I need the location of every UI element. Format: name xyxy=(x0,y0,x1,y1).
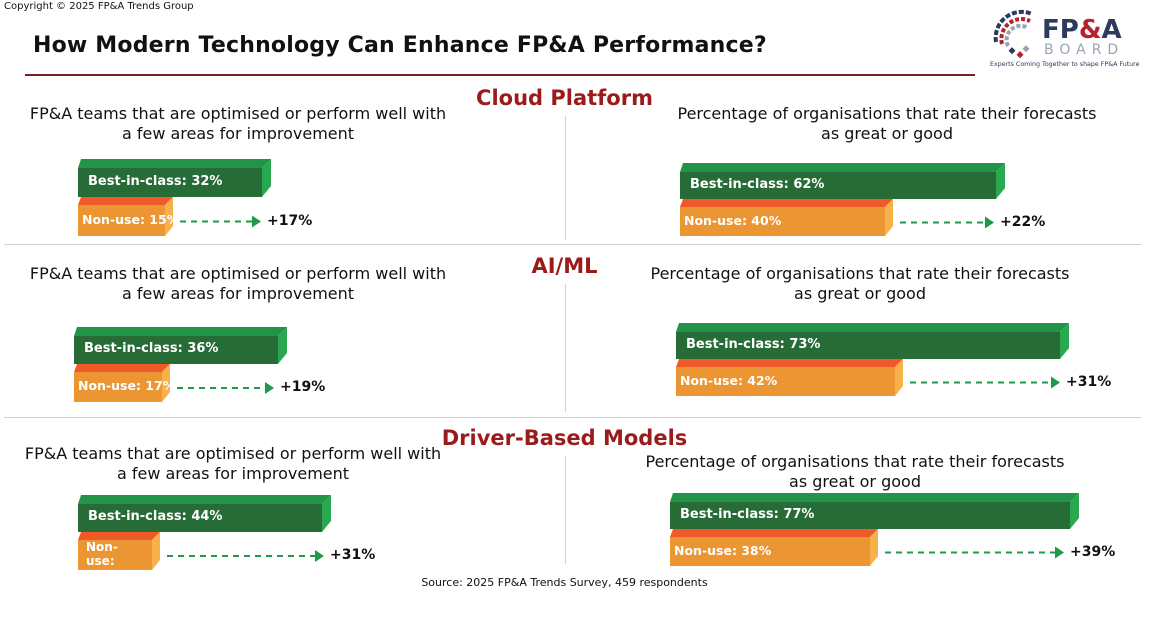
non-use-bar xyxy=(78,540,152,570)
best-in-class-label: Best-in-class: 36% xyxy=(84,341,219,356)
non-use-bar-top xyxy=(676,359,903,367)
panel-subtitle: Percentage of organisations that rate th… xyxy=(645,452,1065,491)
fpa-board-logo: FP&A BOARD Experts Coming Together to sh… xyxy=(990,9,1140,68)
non-use-bar-top xyxy=(670,529,878,537)
best-in-class-label: Best-in-class: 62% xyxy=(690,176,825,192)
difference-value: +31% xyxy=(330,547,376,563)
source-note: Source: 2025 FP&A Trends Survey, 459 res… xyxy=(421,576,708,589)
arrow-head-icon xyxy=(265,382,274,394)
non-use-bar-side xyxy=(162,364,170,402)
copyright: Copyright © 2025 FP&A Trends Group xyxy=(4,1,194,12)
non-use-bar-side xyxy=(895,359,903,396)
non-use-bar xyxy=(670,537,870,566)
svg-text:FP&A: FP&A xyxy=(1042,15,1122,45)
non-use-bar-top xyxy=(680,199,893,207)
best-in-class-bar-side xyxy=(1070,493,1079,529)
best-in-class-bar-top xyxy=(78,159,271,168)
best-in-class-bar xyxy=(74,336,278,364)
panel-subtitle: FP&A teams that are optimised or perform… xyxy=(29,264,447,303)
non-use-bar xyxy=(74,372,162,402)
best-in-class-bar xyxy=(78,168,262,197)
non-use-bar-side xyxy=(152,532,160,570)
best-in-class-bar xyxy=(670,502,1070,529)
non-use-label: Non-use: 42% xyxy=(680,372,778,388)
page-title: How Modern Technology Can Enhance FP&A P… xyxy=(33,33,767,58)
best-in-class-bar-top xyxy=(74,327,287,336)
difference-value: +17% xyxy=(267,212,313,229)
arrow-head-icon xyxy=(1051,376,1060,389)
best-in-class-label: Best-in-class: 32% xyxy=(88,173,223,189)
best-in-class-bar xyxy=(78,504,322,532)
column-divider xyxy=(565,284,566,412)
column-divider xyxy=(565,456,566,564)
section-divider xyxy=(4,417,1141,418)
non-use-bar xyxy=(676,367,895,396)
non-use-bar-side xyxy=(885,199,893,236)
difference-value: +31% xyxy=(1066,373,1112,390)
non-use-bar-side xyxy=(165,197,173,236)
non-use-label: Non-use: 17% xyxy=(78,378,176,393)
section-divider xyxy=(4,244,1141,245)
column-divider xyxy=(565,116,566,240)
non-use-bar xyxy=(680,207,885,236)
best-in-class-label: Best-in-class: 77% xyxy=(680,506,815,522)
arrow-head-icon xyxy=(985,216,994,229)
non-use-bar-side xyxy=(870,529,878,566)
svg-text:BOARD: BOARD xyxy=(1044,42,1124,58)
difference-value: +22% xyxy=(1000,213,1046,230)
best-in-class-label: Best-in-class: 44% xyxy=(88,509,223,524)
arrow-head-icon xyxy=(252,215,261,228)
best-in-class-bar xyxy=(676,332,1060,359)
best-in-class-bar-side xyxy=(262,159,271,197)
best-in-class-bar-top xyxy=(680,163,1005,172)
difference-value: +39% xyxy=(1070,543,1116,560)
best-in-class-bar-top xyxy=(676,323,1069,332)
best-in-class-label: Best-in-class: 73% xyxy=(686,336,821,352)
panel-subtitle: Percentage of organisations that rate th… xyxy=(650,264,1070,303)
arrow-head-icon xyxy=(315,550,324,562)
arrow-head-icon xyxy=(1055,546,1064,559)
difference-value: +19% xyxy=(280,379,326,395)
title-divider xyxy=(25,74,975,76)
section-title-driver-based-models: Driver-Based Models xyxy=(441,426,688,450)
best-in-class-bar-side xyxy=(322,495,331,532)
non-use-bar-top xyxy=(78,197,173,205)
best-in-class-bar-top xyxy=(670,493,1079,502)
panel-subtitle: FP&A teams that are optimised or perform… xyxy=(29,104,447,143)
non-use-bar xyxy=(78,205,165,236)
panel-subtitle: Percentage of organisations that rate th… xyxy=(677,104,1097,143)
non-use-bar-top xyxy=(78,532,160,540)
best-in-class-bar-top xyxy=(78,495,331,504)
non-use-label: Non-use: 13% xyxy=(86,540,118,582)
non-use-label: Non-use: 38% xyxy=(674,542,772,558)
best-in-class-bar-side xyxy=(996,163,1005,199)
best-in-class-bar-side xyxy=(278,327,287,364)
best-in-class-bar-side xyxy=(1060,323,1069,359)
non-use-bar-top xyxy=(74,364,170,372)
best-in-class-bar xyxy=(680,172,996,199)
section-title-ai-ml: AI/ML xyxy=(531,254,598,278)
panel-subtitle: FP&A teams that are optimised or perform… xyxy=(24,444,442,483)
svg-text:Experts Coming Together to sha: Experts Coming Together to shape FP&A Fu… xyxy=(990,61,1140,68)
non-use-label: Non-use: 15% xyxy=(82,211,180,227)
non-use-label: Non-use: 40% xyxy=(684,212,782,228)
section-title-cloud-platform: Cloud Platform xyxy=(476,86,653,110)
